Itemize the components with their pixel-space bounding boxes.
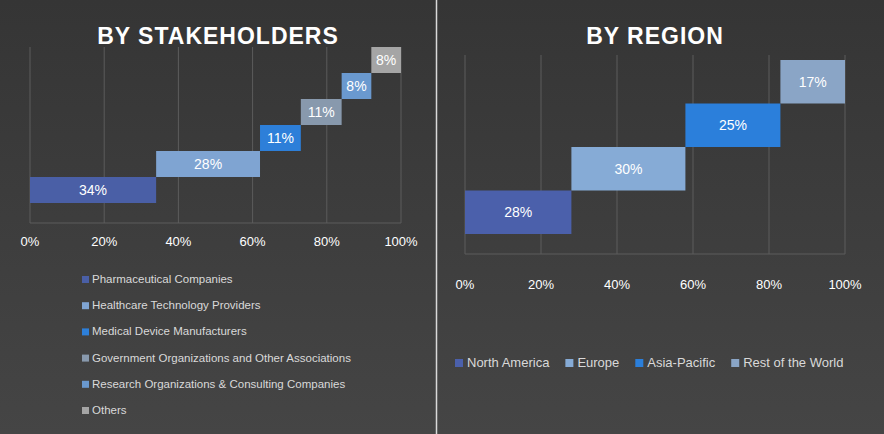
legend-label: Medical Device Manufacturers bbox=[92, 325, 247, 337]
legend-swatch bbox=[82, 355, 89, 362]
tick-label: 80% bbox=[756, 277, 782, 292]
legend-label: Asia-Pacific bbox=[647, 355, 715, 370]
data-label: 17% bbox=[799, 74, 827, 90]
chart-panel: BY STAKEHOLDERS 0% 20% 40% 60% 80% 100% 34% 28% 1… bbox=[21, 23, 418, 416]
data-label: 11% bbox=[267, 130, 294, 146]
data-label: 28% bbox=[194, 156, 222, 172]
x-axis-line bbox=[465, 254, 845, 255]
data-label: 25% bbox=[719, 117, 747, 133]
bar bbox=[465, 191, 571, 235]
legend-label: Europe bbox=[577, 355, 619, 370]
legend: North America Europe Asia-Pacific Rest of t… bbox=[455, 355, 843, 370]
legend-label: Pharmaceutical Companies bbox=[92, 273, 233, 285]
tick-label: 100% bbox=[828, 277, 862, 292]
bar bbox=[571, 147, 685, 191]
grid-line bbox=[252, 47, 253, 223]
legend-swatch bbox=[82, 407, 89, 414]
data-label: 8% bbox=[376, 52, 396, 68]
data-label: 11% bbox=[308, 104, 335, 120]
chart-title: BY REGION bbox=[586, 23, 724, 49]
tick-label: 40% bbox=[604, 277, 630, 292]
bar bbox=[685, 104, 780, 148]
grid-line bbox=[693, 55, 694, 254]
tick-label: 0% bbox=[456, 277, 475, 292]
data-label: 8% bbox=[346, 78, 366, 94]
legend-label: Research Organizations & Consulting Comp… bbox=[92, 378, 345, 390]
data-labels: 28% 30% 25% 17% bbox=[504, 74, 827, 221]
bar bbox=[30, 177, 156, 203]
tick-label: 80% bbox=[314, 234, 340, 249]
tick-label: 60% bbox=[680, 277, 706, 292]
data-label: 28% bbox=[504, 204, 532, 220]
legend-swatch bbox=[82, 381, 89, 388]
bar bbox=[260, 125, 301, 151]
legend-swatch bbox=[82, 276, 89, 283]
bar bbox=[301, 99, 342, 125]
grid-line bbox=[326, 47, 327, 223]
bar bbox=[156, 151, 260, 177]
legend: Pharmaceutical Companies Healthcare Techn… bbox=[82, 273, 351, 416]
bar bbox=[342, 73, 372, 99]
legend-label: Government Organizations and Other Assoc… bbox=[92, 352, 351, 364]
grid-line bbox=[178, 47, 179, 223]
bars bbox=[30, 47, 401, 203]
chart-panel: BY REGION 0% 20% 40% 60% 80% 100% 28% 30% 25% 17% N… bbox=[455, 23, 862, 370]
bar bbox=[780, 60, 845, 104]
data-labels: 34% 28% 11% 11% 8% 8% bbox=[79, 52, 396, 198]
legend-swatch bbox=[455, 359, 463, 367]
x-axis-line bbox=[30, 223, 401, 224]
chart-title: BY STAKEHOLDERS bbox=[97, 23, 339, 49]
tick-label: 40% bbox=[165, 234, 191, 249]
legend-swatch bbox=[82, 302, 89, 309]
legend-label: Rest of the World bbox=[743, 355, 843, 370]
tick-label: 0% bbox=[21, 234, 40, 249]
grid-line bbox=[769, 55, 770, 254]
grid-line bbox=[401, 47, 402, 223]
legend-swatch bbox=[731, 359, 739, 367]
tick-label: 100% bbox=[384, 234, 418, 249]
legend-label: Others bbox=[92, 404, 127, 416]
data-label: 30% bbox=[614, 161, 642, 177]
legend-swatch bbox=[635, 359, 643, 367]
tick-label: 20% bbox=[91, 234, 117, 249]
tick-label: 60% bbox=[240, 234, 266, 249]
legend-swatch bbox=[82, 328, 89, 335]
panel-separator bbox=[436, 0, 438, 434]
background bbox=[0, 0, 884, 434]
bars bbox=[465, 60, 845, 234]
tick-label: 20% bbox=[528, 277, 554, 292]
legend-label: Healthcare Technology Providers bbox=[92, 299, 261, 311]
bar bbox=[371, 47, 401, 73]
legend-label: North America bbox=[467, 355, 550, 370]
chart-root: BY STAKEHOLDERS 0% 20% 40% 60% 80% 100% 34% 28% 1… bbox=[0, 0, 884, 434]
legend-swatch bbox=[565, 359, 573, 367]
data-label: 34% bbox=[79, 182, 107, 198]
